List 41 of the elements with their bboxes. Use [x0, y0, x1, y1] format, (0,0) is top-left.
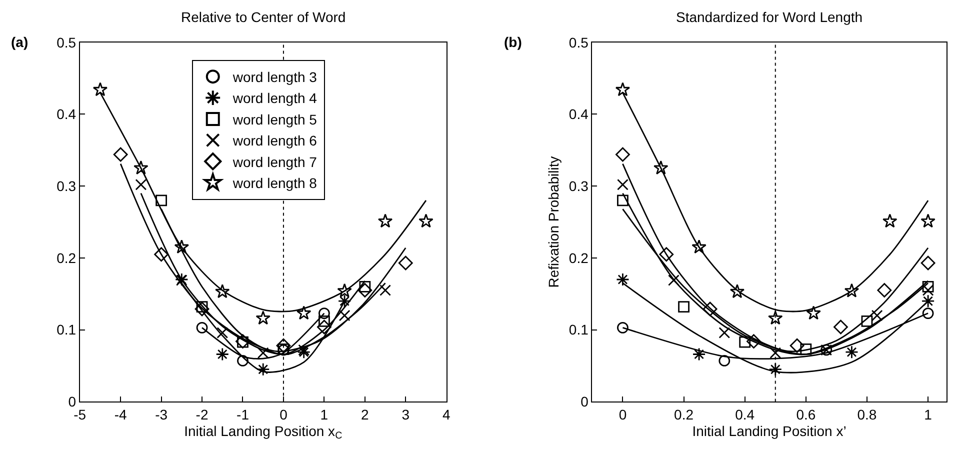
- x-tick-label: -5: [74, 406, 86, 422]
- y-tick-label: 0.2: [56, 250, 76, 266]
- y-tick-label: 0.4: [568, 106, 589, 122]
- legend-label: word length 4: [232, 90, 318, 106]
- text: (a): [11, 34, 28, 50]
- x-tick-label: 1: [924, 406, 932, 422]
- x-tick-label: 4: [442, 406, 450, 422]
- x-tick-label: 0.2: [674, 406, 694, 422]
- x-tick-label: 0.8: [857, 406, 877, 422]
- x-tick-label: 0.6: [796, 406, 816, 422]
- text: (b): [504, 34, 522, 50]
- y-tick-label: 0.5: [56, 34, 76, 50]
- y-tick-label: 0.4: [56, 106, 76, 122]
- legend-label: word length 3: [232, 69, 318, 86]
- x-tick-label: -4: [114, 406, 128, 422]
- x-tick-label: 2: [361, 406, 370, 422]
- y-tick-label: 0: [580, 394, 589, 410]
- legend-label: word length 8: [232, 175, 318, 192]
- legend-label: word length 7: [232, 154, 318, 170]
- chart-title: Standardized for Word Length: [676, 9, 863, 25]
- x-axis-title: Initial Landing Position x$_{C}$: [184, 422, 342, 442]
- x-tick-label: 1: [320, 406, 328, 422]
- x-tick-label: -3: [155, 406, 168, 422]
- x-tick-label: -2: [196, 406, 208, 422]
- x-tick-label: 0: [618, 406, 627, 422]
- y-tick-label: 0.5: [568, 34, 589, 50]
- y-tick-label: 0.3: [56, 178, 76, 194]
- x-tick-label: -1: [236, 406, 250, 422]
- y-tick-label: 0.1: [56, 322, 76, 338]
- x-tick-label: 3: [402, 406, 410, 422]
- x-tick-label: 0.4: [735, 406, 755, 422]
- legend-label: word length 5: [232, 111, 318, 128]
- legend-label: word length 6: [232, 132, 318, 149]
- y-tick-label: 0.1: [568, 322, 589, 338]
- chart-title: Relative to Center of Word: [181, 9, 346, 25]
- x-tick-label: 0: [280, 406, 288, 422]
- y-axis-title: Refixation Probability: [546, 156, 562, 288]
- x-axis-title: Initial Landing Position x’: [692, 422, 846, 439]
- y-tick-label: 0.2: [568, 250, 589, 266]
- y-tick-label: 0.3: [568, 178, 589, 194]
- y-tick-label: 0: [68, 394, 76, 410]
